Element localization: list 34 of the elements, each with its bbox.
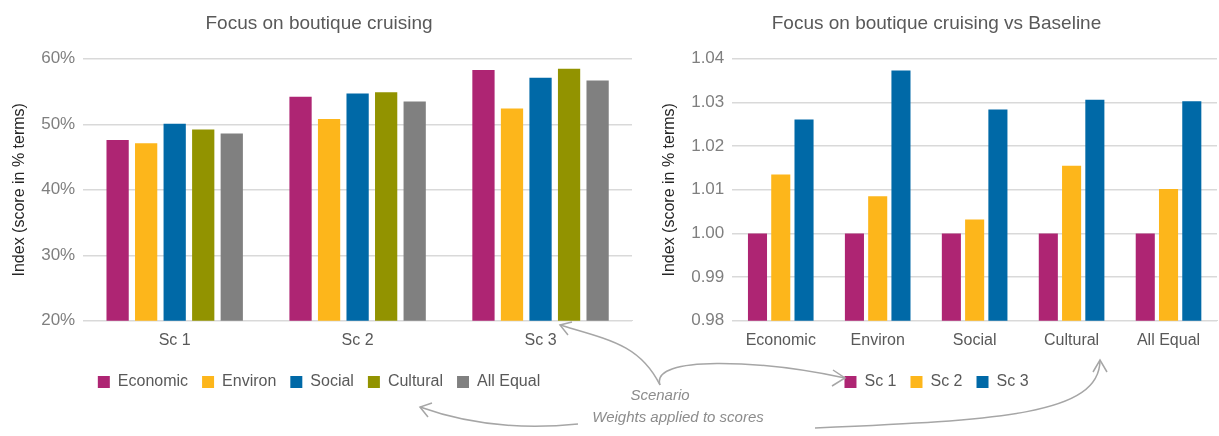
chart-title: Focus on boutique cruising: [205, 11, 433, 33]
y-tick-label: 1.02: [691, 135, 725, 155]
y-tick-label: 0.99: [691, 266, 725, 286]
text: Scenario: [630, 386, 690, 403]
legend-label: All Equal: [477, 372, 541, 390]
x-tick-label: Sc 3: [524, 330, 557, 348]
x-tick-label: Sc 2: [341, 330, 374, 348]
legend-label: Environ: [222, 372, 277, 390]
y-tick-label: 20%: [41, 310, 76, 330]
chart-title: Focus on boutique cruising vs Baseline: [771, 11, 1102, 33]
y-tick-label: 40%: [41, 179, 76, 199]
legend-label: Sc 3: [996, 372, 1029, 390]
x-tick-label: All Equal: [1136, 330, 1201, 348]
y-tick-label: 1.04: [691, 48, 725, 68]
y-tick-label: 1.01: [691, 179, 725, 199]
y-tick-label: 1.03: [691, 92, 725, 112]
y-tick-label: 30%: [41, 244, 76, 264]
text: Weights applied to scores: [592, 408, 764, 425]
y-tick-label: 1.00: [691, 223, 725, 243]
x-tick-label: Economic: [745, 330, 816, 348]
y-axis-title: Index (score in % terms): [660, 103, 678, 277]
legend-label: Sc 1: [864, 372, 897, 390]
y-axis-title: Index (score in % terms): [10, 103, 28, 277]
legend-label: Cultural: [387, 372, 444, 390]
x-tick-label: Environ: [850, 330, 905, 348]
legend-label: Social: [310, 372, 354, 390]
x-tick-label: Sc 1: [158, 330, 191, 348]
y-tick-label: 60%: [41, 48, 76, 68]
x-tick-label: Cultural: [1044, 330, 1100, 348]
y-tick-label: 0.98: [691, 310, 725, 330]
y-tick-label: 50%: [41, 113, 76, 133]
legend-label: Sc 2: [930, 372, 963, 390]
x-tick-label: Social: [952, 330, 997, 348]
legend-label: Economic: [117, 372, 189, 390]
